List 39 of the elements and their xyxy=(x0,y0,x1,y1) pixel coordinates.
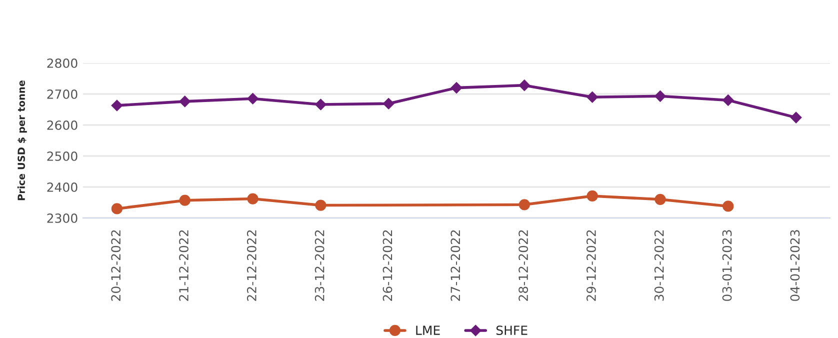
point xyxy=(586,190,598,202)
y-tick-label: 2500 xyxy=(47,151,78,161)
point xyxy=(722,94,734,106)
point xyxy=(315,200,326,211)
point xyxy=(247,93,258,104)
x-tick-label: 30-12-2022 xyxy=(654,230,664,301)
point xyxy=(179,96,190,108)
y-tick-label: 2600 xyxy=(47,120,78,130)
y-axis-title: Price USD $ per tonne xyxy=(17,80,27,200)
y-tick-label: 2800 xyxy=(47,58,78,68)
point xyxy=(315,98,326,110)
legend-label: SHFE xyxy=(496,326,528,336)
legend-label: LME xyxy=(416,326,440,335)
point xyxy=(790,112,802,124)
x-tick-label: 21-12-2022 xyxy=(179,230,188,301)
x-tick-label: 27-12-2022 xyxy=(450,230,460,301)
point xyxy=(450,82,462,94)
point xyxy=(111,100,123,112)
point xyxy=(722,200,734,212)
x-tick-label: 23-12-2022 xyxy=(314,230,324,301)
point xyxy=(518,199,530,210)
x-tick-label: 26-12-2022 xyxy=(382,230,392,301)
x-tick-label: 29-12-2022 xyxy=(586,230,596,301)
point xyxy=(654,194,666,205)
point xyxy=(111,203,123,214)
y-tick-label: 2400 xyxy=(47,182,78,192)
x-tick-label: 03-01-2023 xyxy=(722,230,732,301)
point xyxy=(654,90,666,102)
point xyxy=(586,91,598,103)
y-tick-label: 2700 xyxy=(47,89,78,99)
x-tick-label: 20-12-2022 xyxy=(111,230,121,301)
point xyxy=(518,80,530,91)
x-tick-label: 28-12-2022 xyxy=(518,230,528,301)
x-tick-label: 22-12-2022 xyxy=(246,230,256,301)
x-tick-label: 04-01-2023 xyxy=(790,230,800,301)
point xyxy=(247,193,258,204)
point xyxy=(382,98,394,110)
y-tick-label: 2300 xyxy=(47,213,78,223)
point xyxy=(179,194,190,206)
